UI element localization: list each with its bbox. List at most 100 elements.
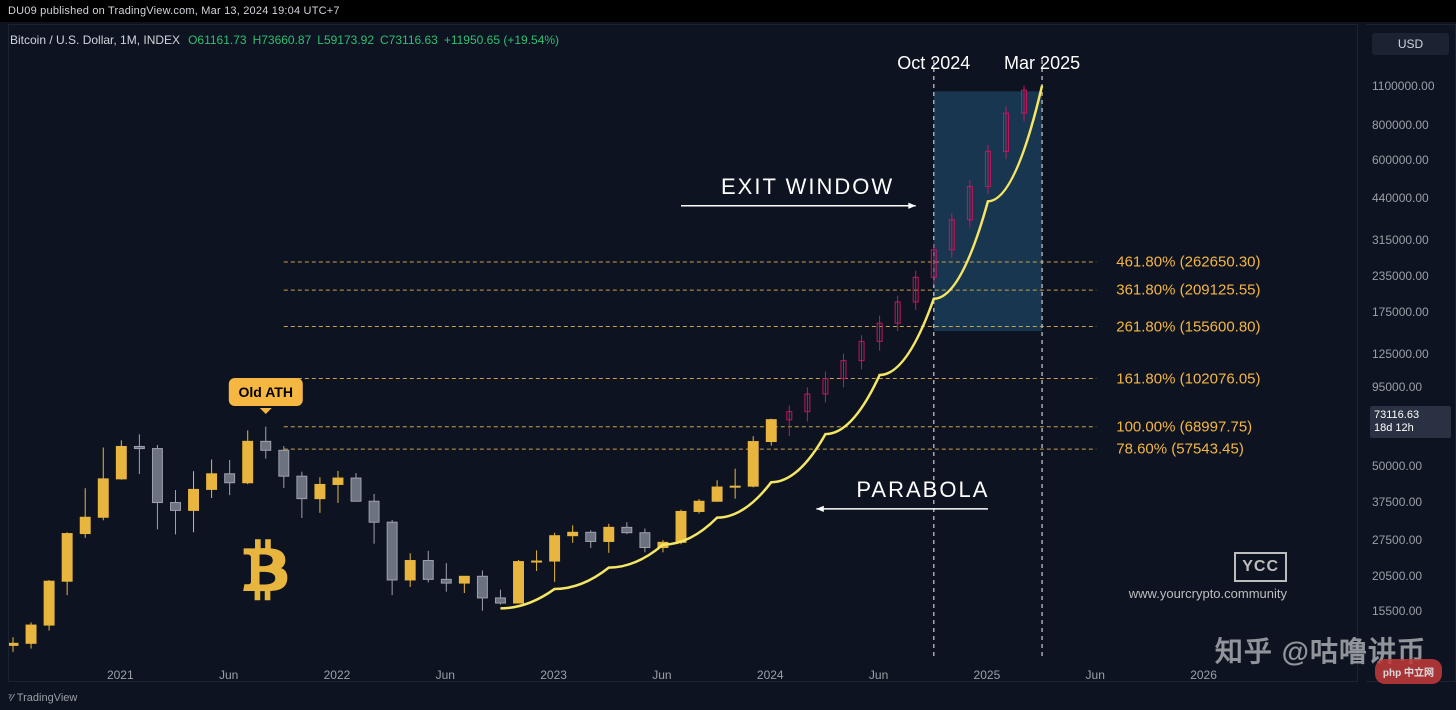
price-label: 800000.00 xyxy=(1372,118,1429,132)
candle-body xyxy=(604,527,614,541)
price-unit-button[interactable]: USD xyxy=(1372,33,1449,55)
price-label: 20500.00 xyxy=(1372,569,1422,583)
ohlc-o: O61161.73 xyxy=(188,33,247,47)
candle-body xyxy=(568,532,578,535)
time-label: 2022 xyxy=(324,668,351,682)
candle-body xyxy=(333,478,343,484)
candle-body xyxy=(622,527,632,532)
tradingview-label: TradingView xyxy=(17,692,78,704)
price-label: 440000.00 xyxy=(1372,191,1429,205)
candle-body xyxy=(514,562,524,603)
price-axis[interactable]: USD 1100000.00 800000.00 600000.00 440000.0… xyxy=(1366,24,1456,682)
current-price: 73116.63 xyxy=(1374,409,1447,422)
candle-body xyxy=(80,517,90,533)
candle-body xyxy=(62,534,72,582)
exit-window-rect xyxy=(934,91,1042,331)
price-label: 37500.00 xyxy=(1372,495,1422,509)
ohlc-chg: +11950.65 (+19.54%) xyxy=(444,33,559,47)
candle-body xyxy=(315,484,325,498)
time-label: 2025 xyxy=(974,668,1001,682)
fib-label: 78.60% (57543.45) xyxy=(1116,441,1244,458)
candle-body xyxy=(766,420,776,442)
time-label: 2021 xyxy=(107,668,134,682)
time-axis[interactable]: 2021 Jun 2022 Jun 2023 Jun 2024 Jun 2025 Jun 2026 xyxy=(8,660,1358,682)
candle-body xyxy=(423,561,433,580)
candle-body xyxy=(171,503,181,511)
date-label: Oct 2024 xyxy=(897,53,970,74)
candle-body xyxy=(712,487,722,501)
ohlc-l: L59173.92 xyxy=(317,33,374,47)
date-label: Mar 2025 xyxy=(1004,53,1080,74)
candle-body xyxy=(134,446,144,448)
chart-pane[interactable]: Old ATH EXIT WINDOW PARABOLA YCC www.you… xyxy=(8,24,1358,682)
price-label: 95000.00 xyxy=(1372,380,1422,394)
candle-body xyxy=(640,533,650,548)
candle-body xyxy=(207,474,217,490)
chart-root: DU09 published on TradingView.com, Mar 1… xyxy=(0,0,1456,710)
candle-body xyxy=(532,561,542,562)
price-label: 15500.00 xyxy=(1372,604,1422,618)
candle-body xyxy=(459,576,469,583)
candle-body xyxy=(550,536,560,561)
price-label: 315000.00 xyxy=(1372,233,1429,247)
fib-label: 261.80% (155600.80) xyxy=(1116,318,1260,335)
countdown: 18d 12h xyxy=(1374,422,1447,435)
candle-body xyxy=(116,446,126,478)
publish-bar: DU09 published on TradingView.com, Mar 1… xyxy=(0,0,1456,22)
candle-body xyxy=(261,441,271,450)
bitcoin-logo-icon xyxy=(221,528,311,618)
time-label: Jun xyxy=(219,668,238,682)
ohlc-c: C73116.63 xyxy=(380,33,438,47)
exit-window-label: EXIT WINDOW xyxy=(721,174,894,200)
symbol-name[interactable]: Bitcoin / U.S. Dollar, 1M, INDEX xyxy=(10,33,180,47)
price-label: 1100000.00 xyxy=(1372,79,1435,93)
tradingview-logo-icon: ⁷⁄ xyxy=(8,693,13,704)
arrow-head-icon xyxy=(816,506,823,512)
time-label: Jun xyxy=(1086,668,1105,682)
price-label: 235000.00 xyxy=(1372,269,1429,283)
price-label: 27500.00 xyxy=(1372,533,1422,547)
candle-body xyxy=(495,598,505,603)
ohlc-block: O61161.73 H73660.87 L59173.92 C73116.63 … xyxy=(188,33,559,47)
ycc-watermark: YCC www.yourcrypto.community xyxy=(1129,552,1287,601)
candle-body xyxy=(441,579,451,583)
time-label: 2026 xyxy=(1190,668,1217,682)
candle-body xyxy=(243,441,253,482)
candle-body xyxy=(297,476,307,498)
symbol-row[interactable]: Bitcoin / U.S. Dollar, 1M, INDEX O61161.… xyxy=(10,30,559,50)
time-label: Jun xyxy=(652,668,671,682)
current-price-box: 73116.63 18d 12h xyxy=(1370,406,1451,438)
candle-body xyxy=(44,581,54,625)
price-label: 125000.00 xyxy=(1372,347,1429,361)
candle-body xyxy=(387,522,397,580)
fib-label: 461.80% (262650.30) xyxy=(1116,254,1260,271)
ycc-url: www.yourcrypto.community xyxy=(1129,586,1287,601)
time-label: 2024 xyxy=(757,668,784,682)
ycc-logo-box: YCC xyxy=(1234,552,1287,582)
candle-body xyxy=(9,643,18,645)
fib-label: 161.80% (102076.05) xyxy=(1116,370,1260,387)
arrow-head-icon xyxy=(908,203,915,209)
fib-label: 361.80% (209125.55) xyxy=(1116,282,1260,299)
ohlc-h: H73660.87 xyxy=(253,33,312,47)
time-label: 2023 xyxy=(540,668,567,682)
candle-body xyxy=(405,561,415,580)
time-label: Jun xyxy=(869,668,888,682)
price-label: 600000.00 xyxy=(1372,153,1429,167)
candle-body xyxy=(730,486,740,487)
candle-body xyxy=(152,449,162,503)
candle-body xyxy=(225,474,235,483)
candle-body xyxy=(26,625,36,643)
old-ath-callout: Old ATH xyxy=(229,378,303,406)
candle-body xyxy=(369,501,379,522)
parabola-label: PARABOLA xyxy=(856,477,989,503)
candle-body xyxy=(279,450,289,476)
candle-body xyxy=(586,532,596,541)
candle-body xyxy=(676,511,686,542)
footer-bar: ⁷⁄ TradingView xyxy=(8,692,77,704)
price-label: 50000.00 xyxy=(1372,459,1422,473)
publish-text: DU09 published on TradingView.com, Mar 1… xyxy=(8,5,340,17)
candle-body xyxy=(351,478,361,501)
candle-body xyxy=(189,489,199,510)
time-label: Jun xyxy=(436,668,455,682)
